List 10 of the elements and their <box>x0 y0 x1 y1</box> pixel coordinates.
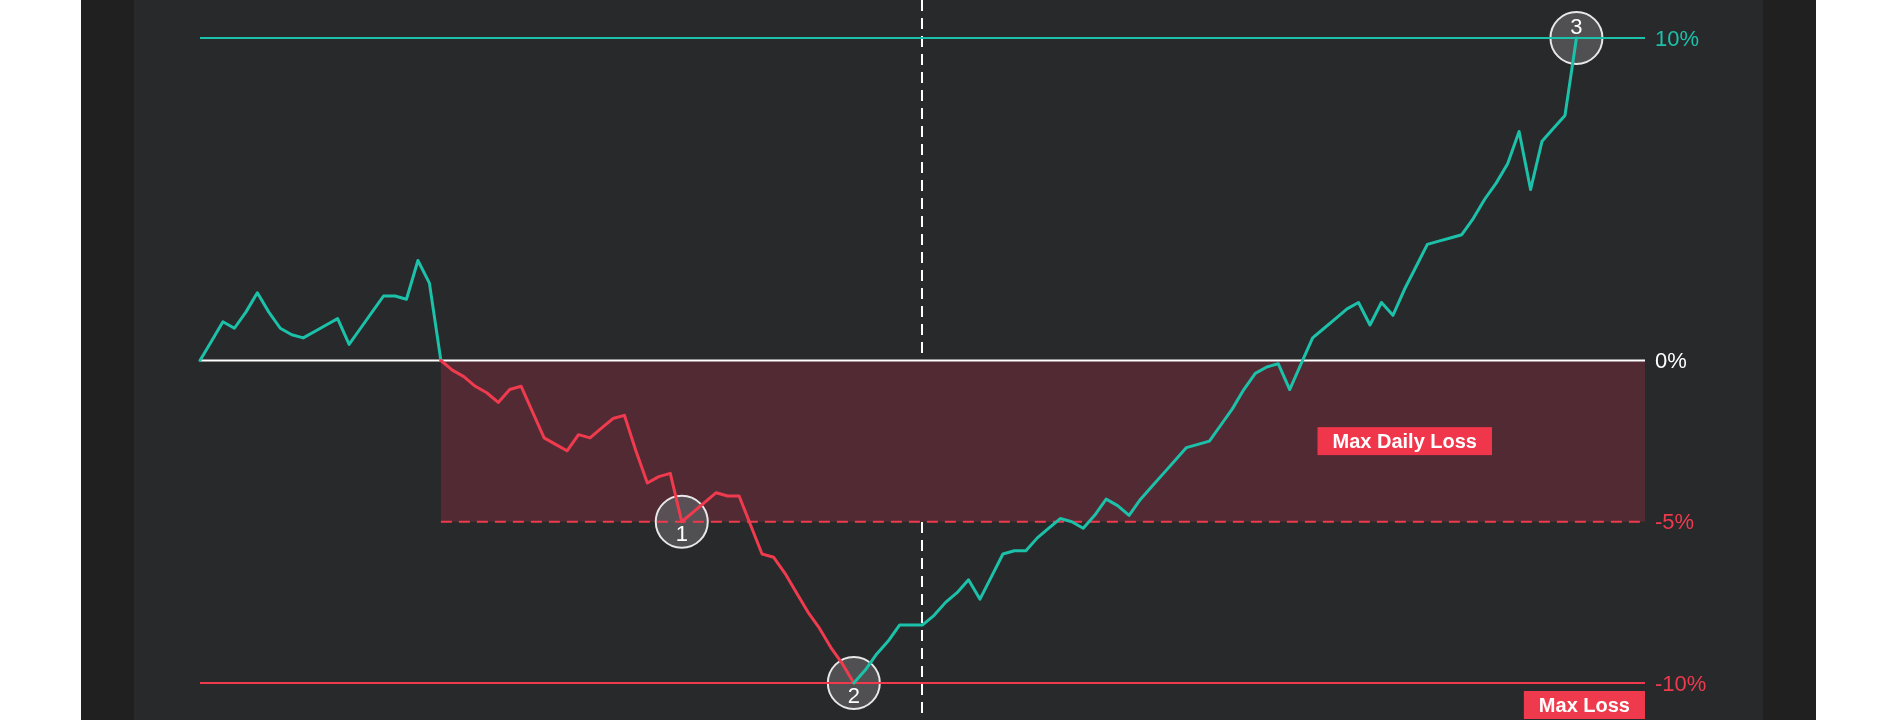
annotation: 3 <box>1570 13 1583 39</box>
line-series <box>198 259 443 362</box>
ref-line-label: Max Loss <box>1538 694 1631 716</box>
y-tick-label: 0% <box>1655 348 1687 374</box>
annotation: 1 <box>675 521 688 547</box>
band-label: Max Daily Loss <box>1332 430 1478 453</box>
annotation: 2 <box>847 682 860 708</box>
y-tick-label: -10% <box>1655 670 1707 696</box>
y-tick-label: -5% <box>1655 509 1695 535</box>
y-tick-label: 10% <box>1655 25 1700 51</box>
